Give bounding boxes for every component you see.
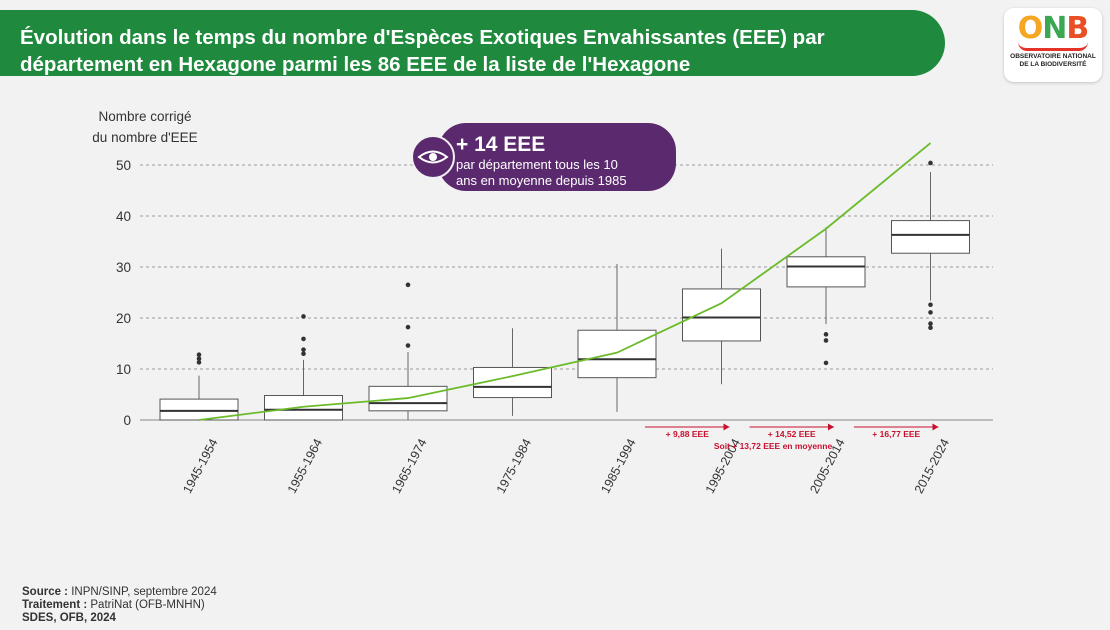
x-tick-label: 1975-1984 xyxy=(494,436,534,495)
annotation-label: + 9,88 EEE xyxy=(666,429,710,439)
box-outlier xyxy=(928,160,933,166)
annotation-arrowhead xyxy=(723,423,730,431)
x-tick-label: 1945-1954 xyxy=(180,436,220,495)
box-outlier xyxy=(405,324,411,330)
eye-icon-pupil xyxy=(429,153,437,161)
title-banner: Évolution dans le temps du nombre d'Espè… xyxy=(0,10,945,76)
footer-source: Source : INPN/SINP, septembre 2024 xyxy=(22,586,217,599)
footer-credit: SDES, OFB, 2024 xyxy=(22,612,217,625)
box-outlier xyxy=(928,321,933,326)
box-outlier xyxy=(823,360,829,366)
box-outlier xyxy=(196,360,202,365)
x-tick-label: 1985-1994 xyxy=(598,436,638,495)
logo-arc xyxy=(1018,42,1088,51)
x-tick-label: 2015-2024 xyxy=(912,436,952,495)
box-iqr xyxy=(577,329,657,379)
logo-line1: OBSERVATOIRE NATIONAL xyxy=(1010,53,1096,60)
box-outlier xyxy=(301,314,306,319)
annotation-label: + 14,52 EEE xyxy=(768,429,816,439)
onb-logo: ONB OBSERVATOIRE NATIONAL DE LA BIODIVER… xyxy=(1004,8,1102,82)
box-outlier xyxy=(823,338,829,343)
box-iqr xyxy=(264,395,343,421)
y-tick-label: 20 xyxy=(116,311,131,326)
box-iqr xyxy=(682,288,761,342)
y-tick-label: 30 xyxy=(116,260,131,275)
box-outlier xyxy=(928,302,933,308)
x-tick-label: 1955-1964 xyxy=(285,436,325,495)
annotation-label: + 16,77 EEE xyxy=(872,429,920,439)
box-outlier xyxy=(301,336,306,342)
annotation-arrowhead xyxy=(932,423,939,431)
annotation-arrowhead xyxy=(828,423,834,431)
y-axis-label: Nombre corrigé xyxy=(98,109,191,124)
callout-headline: + 14 EEE xyxy=(456,133,545,156)
y-tick-label: 10 xyxy=(116,362,131,377)
chart-title: Évolution dans le temps du nombre d'Espè… xyxy=(20,26,825,76)
eye-icon xyxy=(417,150,449,164)
treatment-text: PatriNat (OFB-MNHN) xyxy=(87,599,205,611)
box-outlier xyxy=(405,343,411,348)
box-outlier xyxy=(405,282,411,288)
callout-text: par département tous les 10 xyxy=(456,157,618,172)
source-text: INPN/SINP, septembre 2024 xyxy=(68,586,217,598)
box-iqr xyxy=(786,256,866,288)
box-outlier xyxy=(928,325,933,330)
box-iqr xyxy=(473,366,552,399)
box-outlier xyxy=(196,356,202,362)
box-outlier xyxy=(301,347,306,352)
credit-text: SDES, OFB, 2024 xyxy=(22,612,116,624)
logo-word: ONB xyxy=(1017,11,1089,46)
box-outlier xyxy=(823,332,829,337)
box-outlier xyxy=(196,352,202,358)
callout-bubble xyxy=(438,123,676,191)
footer-treatment: Traitement : PatriNat (OFB-MNHN) xyxy=(22,599,217,612)
y-tick-label: 50 xyxy=(116,158,131,173)
logo-line2: DE LA BIODIVERSITÉ xyxy=(1019,61,1087,68)
y-tick-label: 40 xyxy=(116,209,131,224)
y-axis-label: du nombre d'EEE xyxy=(92,130,197,145)
x-tick-label: 1965-1974 xyxy=(389,436,429,495)
source-label: Source : xyxy=(22,586,69,598)
callout-text: ans en moyenne depuis 1985 xyxy=(456,173,627,188)
y-tick-label: 0 xyxy=(123,413,131,428)
box-iqr xyxy=(891,220,970,254)
box-outlier xyxy=(301,351,306,357)
annotation-note: Soit + 13,72 EEE en moyenne xyxy=(714,441,833,451)
footer: Source : INPN/SINP, septembre 2024 Trait… xyxy=(22,586,217,625)
treatment-label: Traitement : xyxy=(22,599,88,611)
trend-line xyxy=(198,142,932,421)
box-outlier xyxy=(928,310,933,315)
